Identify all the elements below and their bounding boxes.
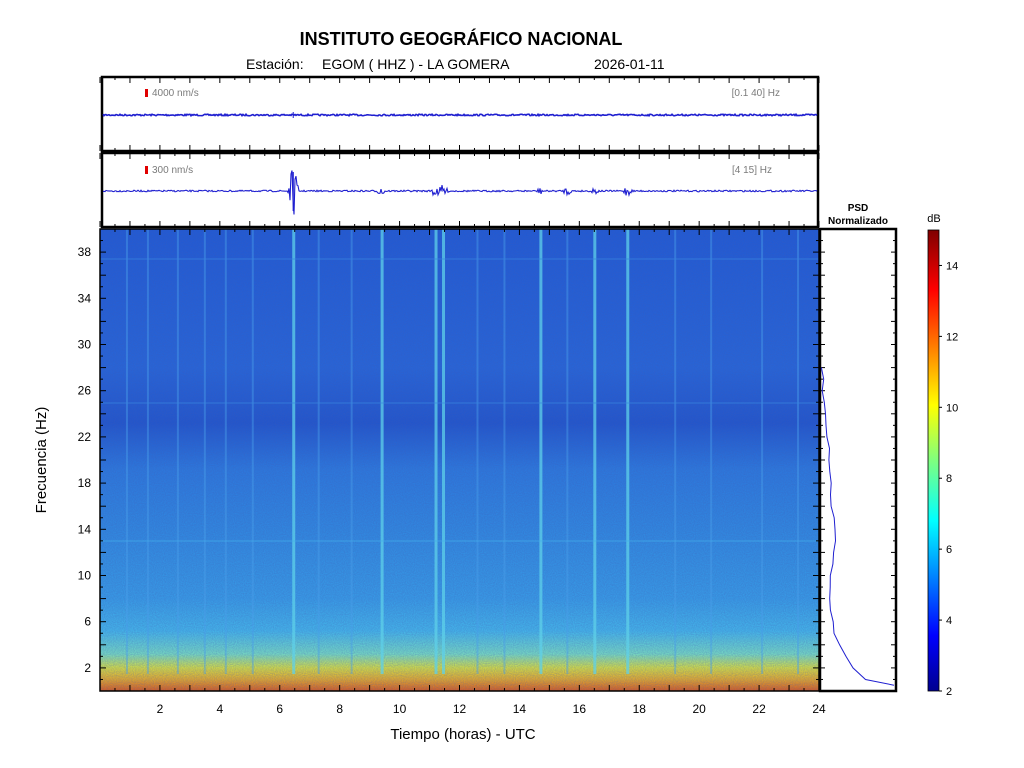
spectrogram-event-streak — [761, 229, 764, 674]
y-tick-label: 34 — [78, 291, 92, 305]
y-tick-label: 26 — [78, 384, 92, 398]
colorbar-ticks: 2 4 6 8 10 12 14 — [939, 260, 958, 698]
x-axis-ticks: 2 4 6 8 10 12 14 16 18 20 22 24 — [99, 229, 826, 716]
scale-label-2: 300 nm/s — [152, 165, 193, 176]
spectrogram-event-streak — [442, 229, 446, 674]
filter-label-2: [4 15] Hz — [732, 165, 772, 176]
scale-bar-2 — [145, 166, 148, 174]
y-tick-label: 18 — [78, 476, 92, 490]
panel2-frame — [100, 151, 820, 229]
trace-broadband — [102, 112, 818, 118]
spectrogram-event-streak — [503, 229, 506, 674]
psd-title-line2: Normalizado — [828, 216, 888, 227]
x-tick-label: 8 — [336, 702, 343, 716]
station-name: EGOM ( HHZ ) - LA GOMERA — [322, 56, 510, 72]
spectrogram-event-streak — [224, 229, 227, 674]
spectrogram-event-streak — [176, 229, 179, 674]
trace-filtered — [102, 170, 818, 215]
y-tick-label: 38 — [78, 245, 92, 259]
y-tick-label: 22 — [78, 430, 92, 444]
spectrogram-event-streak — [674, 229, 677, 674]
psd-frame — [818, 227, 898, 693]
x-tick-label: 2 — [157, 702, 164, 716]
psd-panel: PSD Normalizado — [818, 203, 898, 693]
spectrogram-band — [100, 540, 819, 542]
spectrogram-event-streak — [566, 229, 569, 674]
filter-label-1: [0.1 40] Hz — [732, 88, 780, 99]
x-tick-label: 20 — [692, 702, 706, 716]
figure-title: INSTITUTO GEOGRÁFICO NACIONAL — [300, 28, 623, 49]
spectrogram-event-streak — [539, 229, 543, 674]
x-tick-label: 6 — [276, 702, 283, 716]
spectrogram-band — [100, 402, 819, 404]
spectrogram-panel: 2 4 6 8 10 12 14 16 18 20 22 24 261014182226303438 … — [33, 228, 826, 743]
spectrogram-event-streak — [292, 229, 296, 674]
spectrogram-event-streak — [797, 229, 800, 674]
spectrogram-event-streak — [593, 229, 597, 674]
x-tick-label: 14 — [513, 702, 527, 716]
scale-bar-1 — [145, 89, 148, 97]
spectrogram-event-streak — [434, 229, 438, 674]
y-tick-label: 14 — [78, 522, 92, 536]
x-tick-label: 16 — [573, 702, 587, 716]
seismogram-panel-filtered: 300 nm/s [4 15] Hz — [99, 151, 820, 229]
spectrogram-event-streak — [251, 229, 254, 674]
psd-ticks — [820, 240, 896, 680]
panel1-ticks — [99, 77, 820, 151]
trace-filtered-line — [102, 170, 818, 215]
colorbar-tick-label: 2 — [946, 686, 952, 698]
panel2-ticks — [99, 153, 820, 227]
psd-curve — [820, 367, 895, 686]
y-tick-label: 30 — [78, 338, 92, 352]
colorbar-unit: dB — [927, 213, 940, 225]
x-axis-label: Tiempo (horas) - UTC — [390, 726, 535, 743]
seismogram-panel-broadband: 4000 nm/s [0.1 40] Hz — [99, 75, 820, 153]
spectrogram-event-streak — [626, 229, 630, 674]
colorbar-tick-label: 14 — [946, 260, 958, 272]
spectrogram-band — [100, 258, 819, 260]
spectrogram-event-streak — [380, 229, 384, 674]
colorbar-bar — [927, 229, 940, 692]
x-tick-label: 4 — [216, 702, 223, 716]
station-label: Estación: — [246, 56, 304, 72]
spectrogram-event-streak — [350, 229, 353, 674]
x-tick-label: 12 — [453, 702, 467, 716]
x-tick-label: 10 — [393, 702, 407, 716]
y-tick-label: 6 — [84, 615, 91, 629]
colorbar-tick-label: 8 — [946, 473, 952, 485]
y-axis-label: Frecuencia (Hz) — [33, 407, 50, 514]
colorbar: dB 2 4 6 8 10 12 14 — [927, 213, 958, 698]
colorbar-tick-label: 10 — [946, 402, 958, 414]
spectrogram-noise — [100, 229, 819, 691]
scale-label-1: 4000 nm/s — [152, 88, 199, 99]
colorbar-tick-label: 6 — [946, 544, 952, 556]
colorbar-tick-label: 4 — [946, 615, 952, 627]
spectrogram-events — [100, 229, 819, 674]
x-tick-label: 24 — [812, 702, 826, 716]
x-tick-label: 22 — [752, 702, 766, 716]
spectrogram-event-streak — [146, 229, 149, 674]
trace-broadband-line — [102, 112, 818, 118]
spectrogram-event-streak — [317, 229, 320, 674]
spectrogram-event-streak — [203, 229, 206, 674]
spectrogram-event-streak — [710, 229, 713, 674]
psd-title-line1: PSD — [848, 203, 869, 214]
colorbar-tick-label: 12 — [946, 331, 958, 343]
y-tick-label: 10 — [78, 569, 92, 583]
date-label: 2026-01-11 — [594, 56, 665, 72]
x-tick-label: 18 — [633, 702, 647, 716]
spectrogram-event-streak — [476, 229, 479, 674]
y-tick-label: 2 — [84, 661, 91, 675]
spectrogram-event-streak — [125, 229, 128, 674]
